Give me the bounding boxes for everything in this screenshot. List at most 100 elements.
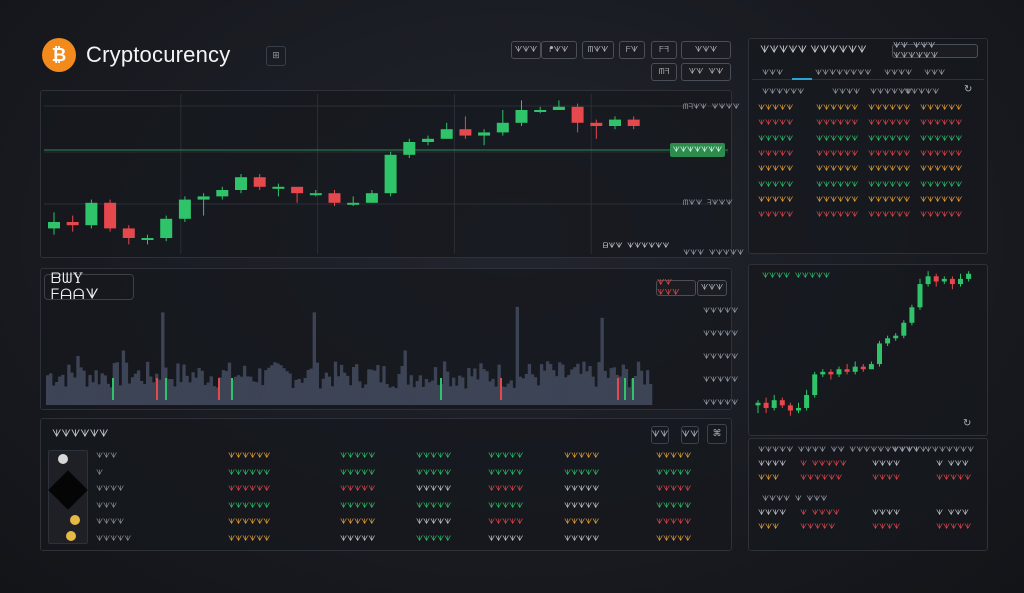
candle-body[interactable]	[552, 106, 565, 110]
candle-body[interactable]	[85, 202, 98, 226]
candle-body[interactable]	[235, 177, 247, 190]
orderbook-cell[interactable]: ᗐᗐᗐᗐᗐᗐ	[816, 179, 859, 189]
mini-candle-body[interactable]	[909, 307, 915, 323]
candle-body[interactable]	[141, 238, 154, 240]
candle-body[interactable]	[515, 110, 528, 123]
orderbook-cell[interactable]: ᗐᗐᗐᗐᗐ	[758, 103, 794, 112]
orderbook-cell[interactable]: ᗐᗐᗐᗐᗐᗐ	[920, 179, 963, 189]
orderbook-cell[interactable]: ᗐᗐᗐᗐᗐ	[758, 210, 794, 220]
mini-candle-body[interactable]	[820, 371, 826, 375]
candle-body[interactable]	[178, 199, 191, 219]
orderbook-cell[interactable]: ᗐᗐᗐᗐᗐ	[758, 164, 794, 174]
candle-body[interactable]	[122, 228, 135, 238]
orderbook-cell[interactable]: ᗐᗐᗐᗐᗐᗐ	[816, 210, 859, 220]
candle-body[interactable]	[478, 132, 491, 136]
assets-filter-button[interactable]: ᗐᗐ	[651, 426, 669, 444]
toolbar-button-7[interactable]: ᗰᖷ	[651, 63, 677, 81]
mini-candle-body[interactable]	[925, 276, 931, 285]
orderbook-selector[interactable]: ᗐᗐ ᗐᗐᗐ ᗐᗐᗐᗐᗐᗐ	[892, 41, 978, 60]
orderbook-cell[interactable]: ᗐᗐᗐᗐᗐᗐ	[920, 133, 963, 143]
toolbar-button-1[interactable]: ᗐᗐᗐ	[511, 41, 541, 59]
toolbar-button-5[interactable]: ᖴᖷ	[651, 41, 677, 59]
mini-candle-body[interactable]	[779, 400, 785, 406]
orderbook-cell[interactable]: ᗐᗐᗐᗐᗐ	[758, 179, 794, 189]
orderbook-cell[interactable]: ᗐᗐᗐᗐᗐᗐ	[868, 164, 911, 174]
orderbook-cell[interactable]: ᗐᗐᗐᗐᗐᗐ	[868, 148, 911, 158]
mini-candle-body[interactable]	[755, 402, 761, 406]
orderbook-cell[interactable]: ᗐᗐᗐᗐᗐ	[758, 118, 794, 128]
window-chip-icon[interactable]: ⊞	[266, 46, 286, 66]
mini-candle-body[interactable]	[796, 407, 801, 411]
candle-body[interactable]	[48, 222, 60, 229]
candle-body[interactable]	[216, 190, 229, 197]
assets-sort-button[interactable]: ᗐᗐ	[681, 426, 699, 444]
candle-body[interactable]	[571, 106, 584, 123]
orderbook-cell[interactable]: ᗐᗐᗐᗐᗐ	[758, 148, 794, 158]
mini-candle-body[interactable]	[836, 369, 842, 375]
orderbook-cell[interactable]: ᗐᗐᗐᗐᗐᗐ	[816, 148, 859, 158]
candle-body[interactable]	[590, 122, 603, 126]
orderbook-cell[interactable]: ᗐᗐᗐᗐᗐᗐ	[816, 164, 859, 174]
mini-candle-body[interactable]	[933, 276, 939, 282]
assets-settings-button[interactable]: ⌘	[707, 424, 727, 444]
mini-candle-body[interactable]	[771, 400, 777, 408]
candle-body[interactable]	[66, 222, 79, 226]
asset-name[interactable]: ᗐᗐᗐ	[96, 451, 118, 460]
volume-control-1[interactable]: ᗐᗐ ᗐᗐᗐ	[656, 278, 696, 297]
candle-body[interactable]	[627, 119, 640, 126]
mini-candle-body[interactable]	[787, 405, 793, 411]
orderbook-cell[interactable]: ᗐᗐᗐᗐᗐᗐ	[868, 118, 911, 128]
candle-body[interactable]	[403, 142, 416, 155]
mini-candle-body[interactable]	[885, 338, 891, 344]
mini-candle-body[interactable]	[804, 395, 810, 408]
volume-control-2[interactable]: ᗐᗐᗐ	[697, 280, 727, 296]
orderbook-cell[interactable]: ᗐᗐᗐᗐᗐᗐ	[816, 133, 859, 143]
asset-name[interactable]: ᗐᗐᗐᗐ	[96, 517, 125, 526]
orderbook-cell[interactable]: ᗐᗐᗐᗐᗐᗐ	[868, 133, 911, 143]
mini-candle-body[interactable]	[941, 278, 947, 282]
orderbook-cell[interactable]: ᗐᗐᗐᗐᗐ	[758, 133, 794, 143]
orderbook-cell[interactable]: ᗐᗐᗐᗐᗐᗐ	[920, 103, 963, 112]
toolbar-button-4[interactable]: ᖴᗐ	[619, 41, 645, 59]
candle-body[interactable]	[609, 119, 621, 126]
asset-name[interactable]: ᗐᗐᗐ	[96, 500, 118, 510]
candle-body[interactable]	[328, 193, 341, 203]
mini-candle-body[interactable]	[958, 278, 963, 285]
orderbook-cell[interactable]: ᗐᗐᗐᗐᗐ	[758, 194, 794, 204]
candle-body[interactable]	[197, 196, 210, 200]
candle-body[interactable]	[422, 138, 434, 142]
orderbook-cell[interactable]: ᗐᗐᗐᗐᗐᗐ	[868, 179, 911, 189]
mini-candle-body[interactable]	[852, 366, 858, 372]
orderbook-tab-1[interactable]: ᗐᗐᗐ	[762, 68, 784, 77]
mini-candle-body[interactable]	[901, 322, 907, 336]
orderbook-cell[interactable]: ᗐᗐᗐᗐᗐᗐ	[920, 118, 963, 128]
asset-name[interactable]: ᗐᗐᗐᗐ	[96, 484, 125, 493]
mini-candle-body[interactable]	[877, 343, 882, 365]
toolbar-button-2[interactable]: ᖰᗐᗐ	[541, 41, 577, 59]
mini-candle-body[interactable]	[860, 366, 866, 370]
mini-candle-body[interactable]	[844, 369, 850, 372]
orderbook-tab-2[interactable]: ᗐᗐᗐᗐᗐᗐᗐᗐ	[815, 68, 872, 77]
candle-body[interactable]	[440, 129, 453, 139]
orderbook-tab-4[interactable]: ᗐᗐᗐ	[924, 68, 946, 77]
candle-body[interactable]	[384, 154, 397, 194]
mini-candle-body[interactable]	[812, 374, 818, 396]
mini-candle-body[interactable]	[949, 278, 955, 285]
candle-body[interactable]	[534, 110, 547, 112]
orderbook-refresh-icon[interactable]: ↻	[964, 84, 973, 95]
orderbook-cell[interactable]: ᗐᗐᗐᗐᗐᗐ	[816, 118, 859, 128]
orderbook-cell[interactable]: ᗐᗐᗐᗐᗐᗐ	[868, 103, 911, 112]
candle-body[interactable]	[347, 202, 360, 205]
candle-body[interactable]	[309, 193, 322, 196]
mini-candle-body[interactable]	[893, 335, 899, 339]
candle-body[interactable]	[365, 193, 378, 203]
candle-body[interactable]	[160, 218, 173, 238]
orderbook-cell[interactable]: ᗐᗐᗐᗐᗐᗐ	[920, 194, 963, 204]
orderbook-cell[interactable]: ᗐᗐᗐᗐᗐᗐ	[868, 210, 911, 220]
mini-candle-body[interactable]	[868, 364, 874, 370]
orderbook-cell[interactable]: ᗐᗐᗐᗐᗐᗐ	[920, 164, 963, 174]
candle-body[interactable]	[253, 177, 266, 187]
orderbook-cell[interactable]: ᗐᗐᗐᗐᗐᗐ	[816, 194, 859, 204]
